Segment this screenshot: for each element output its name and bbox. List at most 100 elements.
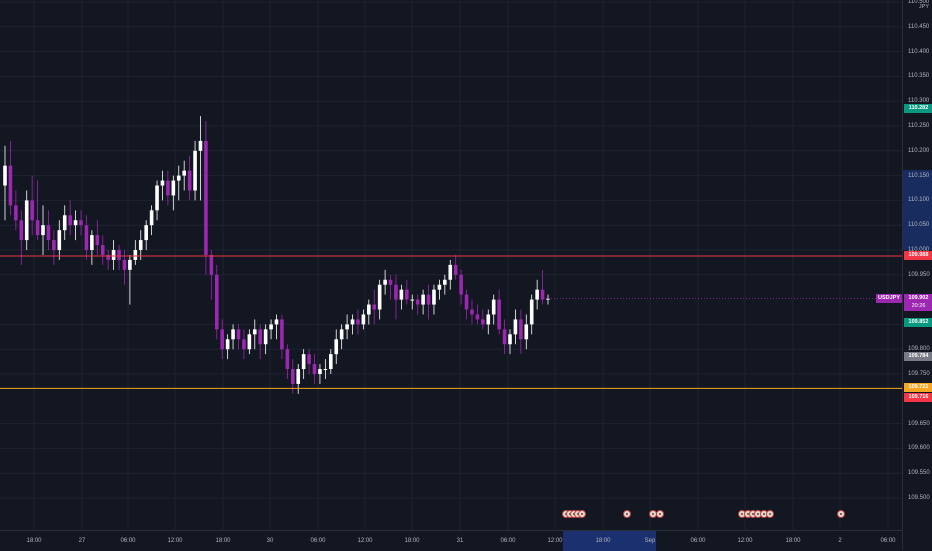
candle-body [290, 369, 295, 384]
candle-body [263, 329, 268, 345]
candlestick-plot[interactable] [0, 0, 902, 530]
candle-body [508, 334, 512, 345]
candle-body [111, 250, 116, 260]
candle-body [62, 215, 67, 231]
candle-body [100, 245, 105, 255]
candle-body [138, 240, 143, 250]
candle-body [8, 165, 13, 206]
economic-event-icon[interactable] [656, 510, 664, 518]
candle-body [133, 250, 138, 260]
price-tick-label: 110.100 [908, 197, 930, 204]
price-badge: 110.282 [904, 104, 932, 113]
candle-body [182, 170, 186, 176]
time-tick-label: 06:00 [120, 538, 136, 544]
candle-body [220, 329, 224, 350]
candle-body [383, 279, 387, 285]
candle-body [128, 259, 132, 270]
candle-body [296, 369, 301, 384]
price-tick-label: 110.400 [908, 48, 930, 55]
candle-body [160, 180, 165, 186]
candle-body [312, 364, 317, 374]
economic-event-icon[interactable] [623, 510, 631, 518]
candle-body [84, 225, 89, 250]
candle-body [410, 299, 415, 301]
candle-body [214, 274, 219, 330]
price-tick-label: 110.250 [908, 123, 930, 129]
candle-body [46, 225, 51, 241]
candle-body [356, 319, 360, 325]
candle-body [225, 339, 230, 350]
candle-body [529, 299, 534, 325]
price-axis[interactable]: JPY 110.500 110.450 110.400 110.350 110.300 1… [902, 0, 932, 550]
price-tick-label: 109.550 [908, 470, 930, 477]
candle-body [187, 170, 192, 191]
price-range-highlight [903, 170, 932, 250]
candle-body [470, 309, 474, 315]
time-tick-label: 06:00 [500, 538, 516, 544]
candle-body [149, 210, 154, 226]
time-tick-label: 27 [78, 538, 86, 544]
candle-body [388, 279, 393, 285]
price-badge: 109.902 [904, 294, 932, 303]
candle-body [274, 319, 279, 325]
economic-event-icon[interactable] [766, 510, 774, 518]
candle-body [491, 299, 496, 315]
candle-body [171, 180, 176, 196]
time-tick-label: 18:00 [785, 538, 801, 544]
candle-body [426, 294, 431, 305]
candle-body [546, 298, 550, 300]
candle-body [405, 289, 409, 300]
symbol-label: USDJPY [877, 295, 900, 301]
candle-body [166, 180, 170, 196]
candle-body [52, 240, 56, 250]
currency-label: JPY [918, 4, 929, 10]
candle-body [57, 230, 62, 250]
economic-event-icon[interactable] [578, 510, 586, 518]
candle-body [106, 254, 110, 260]
candle-body [464, 294, 469, 310]
candle-body [30, 200, 34, 221]
price-tick-label: 110.500 [908, 0, 930, 5]
candle-body [307, 354, 311, 365]
time-tick-label: 12:00 [357, 538, 373, 544]
economic-event-icon[interactable] [837, 510, 845, 518]
candle-body [280, 319, 284, 350]
candle-body [475, 314, 480, 320]
time-tick-label: 18:00 [215, 538, 231, 544]
candle-body [252, 329, 257, 335]
time-tick-label: 12:00 [547, 538, 563, 544]
price-badge: 109.784 [904, 352, 932, 361]
candle-body [68, 215, 72, 226]
candle-body [231, 329, 235, 340]
candle-body [502, 329, 507, 345]
time-tick-label: 12:00 [167, 538, 183, 544]
time-axis[interactable]: 18:00 27 06:00 12:00 18:00 30 06:00 12:00 18:00 3… [0, 530, 902, 551]
candle-body [329, 354, 333, 370]
candle-body [459, 274, 463, 295]
candle-body [361, 314, 366, 325]
price-tick-label: 109.800 [908, 346, 930, 353]
candle-body [198, 140, 203, 151]
price-badge: 109.721 [904, 383, 932, 392]
price-tick-label: 110.350 [908, 73, 930, 80]
candle-body [481, 319, 485, 325]
price-tick-label: 110.300 [908, 98, 930, 105]
candle-body [437, 284, 442, 290]
candle-body [258, 329, 263, 345]
time-tick-label: 18:00 [404, 538, 420, 544]
candle-body [24, 200, 29, 241]
price-tick-label: 110.150 [908, 172, 930, 179]
price-badge: 109.852 [904, 318, 932, 327]
candle-body [285, 349, 290, 370]
candle-body [204, 140, 208, 255]
time-tick-label: 31 [456, 538, 464, 544]
candle-body [242, 339, 246, 350]
candle-body [399, 289, 404, 300]
candle-body [318, 369, 322, 374]
chart-area[interactable] [0, 0, 902, 530]
time-tick-label: Sep [644, 538, 656, 544]
price-badge: 109.716 [904, 393, 932, 402]
time-tick-label: 12:00 [737, 538, 753, 544]
price-tick-label: 109.750 [908, 371, 930, 377]
candle-body [448, 264, 453, 280]
